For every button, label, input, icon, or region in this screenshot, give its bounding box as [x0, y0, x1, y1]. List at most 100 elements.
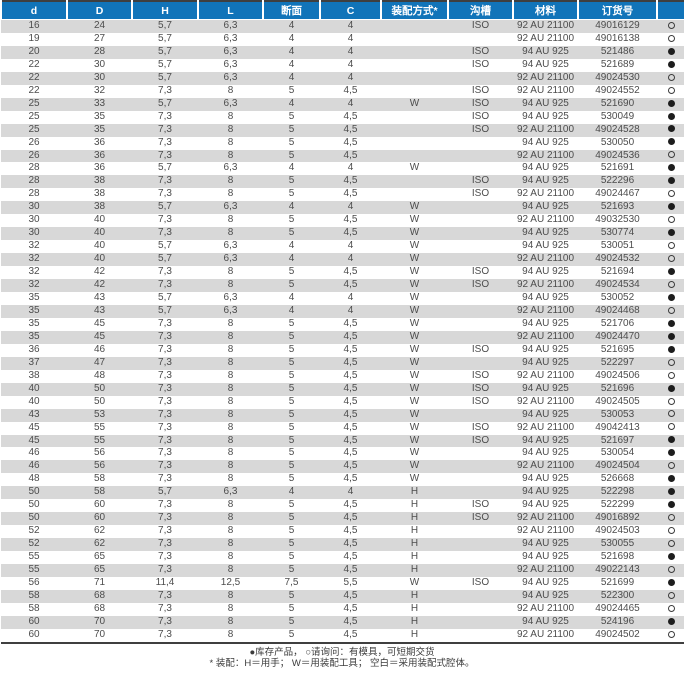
cell: 94 AU 925: [522, 499, 569, 511]
cell: 6,3: [223, 162, 238, 174]
cell: 40: [93, 214, 106, 226]
cell: 36: [93, 136, 106, 148]
stock-indicator: [657, 19, 684, 33]
stock-indicator: [657, 344, 684, 357]
cell: 6,3: [198, 486, 263, 500]
cell: 30: [1, 227, 67, 241]
table-row: 26 36 7,3 8 5 4,5 92 AU 21100 49024536: [1, 149, 684, 163]
cell: 5: [288, 369, 295, 381]
stock-filled-icon: [667, 617, 675, 625]
stock-indicator: [657, 137, 684, 150]
stock-indicator: [657, 304, 684, 318]
inquiry-open-icon: [667, 242, 675, 250]
cell: 7,3: [132, 356, 198, 370]
cell: 5: [288, 602, 295, 614]
cell: 12,5: [220, 576, 241, 588]
cell: 94 AU 925: [513, 175, 578, 189]
stock-filled-icon: [667, 436, 675, 444]
cell: 53: [67, 408, 132, 422]
cell: W: [381, 201, 448, 215]
cell: 8: [227, 525, 234, 537]
cell: W: [409, 162, 420, 174]
table-row: 20 28 5,7 6,3 4 4 ISO 94 AU 925 521486: [1, 45, 684, 59]
cell: 60: [28, 628, 40, 640]
stock-indicator: [657, 460, 684, 474]
cell: [448, 137, 513, 150]
cell: [448, 292, 513, 305]
cell: 4,5: [320, 512, 381, 526]
cell: 46: [93, 343, 106, 355]
cell: 7,3: [132, 615, 198, 629]
col-header-cross-section: 断面: [262, 1, 320, 20]
table-row: 28 38 7,3 8 5 4,5 ISO 94 AU 925 522296: [1, 175, 684, 189]
cell: W: [381, 434, 448, 448]
cell: 4: [263, 201, 320, 215]
cell: ISO: [471, 188, 490, 200]
cell: 4,5: [343, 447, 358, 459]
cell: 92 AU 21100: [516, 32, 575, 44]
cell: 530055: [578, 538, 657, 552]
cell: 521689: [600, 58, 635, 70]
cell: 32: [1, 253, 67, 267]
inquiry-open-icon: [667, 73, 675, 81]
cell: 5,7: [158, 292, 172, 304]
cell: 92 AU 21100: [516, 602, 575, 614]
cell: 522299: [600, 499, 635, 511]
cell: 94 AU 925: [522, 162, 569, 174]
cell: 38: [93, 188, 106, 200]
table-row: 30 38 5,7 6,3 4 4 W 94 AU 925 521693: [1, 201, 684, 215]
table-row: 50 58 5,7 6,3 4 4 H 94 AU 925 522298: [1, 486, 684, 500]
cell: 55: [93, 421, 106, 433]
cell: 6,3: [198, 97, 263, 111]
inquiry-open-icon: [667, 630, 675, 638]
cell: 35: [28, 292, 40, 304]
cell: 5: [288, 188, 295, 200]
cell: 7,3: [158, 188, 172, 200]
stock-filled-icon: [667, 47, 675, 55]
cell: [381, 137, 448, 150]
cell: 92 AU 21100: [516, 188, 575, 200]
cell: 92 AU 21100: [516, 369, 575, 381]
cell: 521697: [578, 434, 657, 448]
cell: [448, 564, 513, 577]
cell: 4,5: [320, 434, 381, 448]
cell: 521694: [600, 266, 635, 278]
stock-indicator: [657, 149, 684, 163]
cell: [448, 473, 513, 486]
cell: 7,3: [158, 602, 172, 614]
cell: 40: [93, 240, 106, 252]
cell: 8: [227, 602, 234, 614]
cell: 521706: [600, 317, 635, 329]
cell: 65: [93, 551, 106, 563]
cell: 530049: [600, 110, 635, 122]
stock-indicator: [657, 422, 684, 435]
cell: 68: [93, 602, 106, 614]
stock-indicator: [657, 214, 684, 227]
cell: 92 AU 21100: [516, 525, 575, 537]
cell: 7,3: [158, 525, 172, 537]
cell: 43: [67, 304, 132, 318]
cell: 49024536: [578, 149, 657, 163]
cell: 5,7: [132, 201, 198, 215]
stock-indicator: [657, 85, 684, 98]
cell: 49016892: [578, 512, 657, 526]
inquiry-open-icon: [667, 358, 675, 366]
table-header: d D H L 断面 C 装配方式* 沟槽 材料 订货号: [0, 1, 684, 20]
cell: 7,3: [132, 175, 198, 189]
cell: 5: [288, 447, 295, 459]
cell: 8: [198, 460, 263, 474]
cell: H: [381, 538, 448, 552]
cell: 7,3: [132, 330, 198, 344]
table-row: 38 48 7,3 8 5 4,5 W ISO 92 AU 21100 49024506: [1, 370, 684, 383]
stock-filled-icon: [667, 578, 675, 586]
cell: 5: [288, 551, 295, 563]
cell: 92 AU 21100: [513, 279, 578, 293]
cell: 92 AU 21100: [516, 395, 575, 407]
cell: 522297: [578, 356, 657, 370]
cell: 49024467: [595, 188, 640, 200]
cell: 92 AU 21100: [513, 330, 578, 344]
inquiry-open-icon: [667, 423, 675, 431]
table-row: 22 30 5,7 6,3 4 4 ISO 94 AU 925 521689: [1, 59, 684, 72]
cell: 5: [288, 525, 295, 537]
cell: 4: [263, 304, 320, 318]
